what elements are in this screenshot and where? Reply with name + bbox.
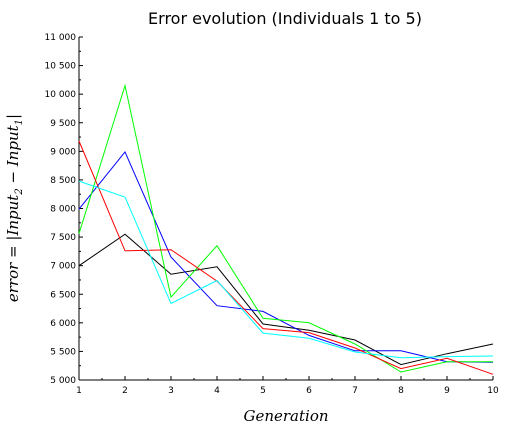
x-tick-label: 7 (352, 386, 358, 396)
x-tick-label: 1 (76, 386, 82, 396)
x-axis-ticks: 1 2 3 4 5 6 7 8 9 10 (76, 376, 499, 396)
x-tick-label: 5 (260, 386, 266, 396)
y-axis-label-middle: − Input (4, 124, 22, 188)
x-tick-label: 9 (444, 386, 450, 396)
x-tick-label: 4 (214, 386, 220, 396)
y-tick-label: 8 000 (50, 205, 76, 215)
x-tick-label: 3 (168, 386, 174, 396)
y-axis-label-sub1: 2 (14, 188, 25, 195)
y-tick-label: 7 500 (50, 233, 76, 243)
y-axis-label-sub2: 1 (14, 119, 25, 125)
y-axis-label-prefix: error = |Input (4, 194, 22, 302)
y-tick-label: 6 500 (50, 290, 76, 300)
series-group (78, 83, 494, 375)
series-line-3 (78, 83, 493, 373)
y-axis-ticks: 5 000 5 500 6 000 6 500 7 000 7 500 8 000 8 500… (45, 33, 83, 386)
chart-title: Error evolution (Individuals 1 to 5) (148, 9, 422, 28)
x-tick-label: 2 (122, 386, 128, 396)
y-tick-label: 5 500 (50, 347, 76, 357)
series-line-5 (78, 180, 494, 359)
y-axis-label-suffix: | (4, 114, 22, 119)
series-line-4 (78, 140, 494, 375)
y-tick-label: 9 000 (50, 147, 76, 157)
y-tick-label: 10 500 (45, 62, 77, 72)
series-line-1 (78, 233, 494, 366)
x-tick-label: 10 (487, 386, 499, 396)
y-tick-label: 9 500 (50, 119, 76, 129)
y-tick-label: 7 000 (50, 262, 76, 272)
y-tick-label: 5 000 (50, 376, 76, 386)
x-tick-label: 6 (306, 386, 312, 396)
y-axis-label: error = |Input2 − Input1| (4, 114, 25, 302)
series-line-2 (78, 150, 494, 363)
y-tick-label: 11 000 (45, 33, 77, 43)
y-tick-label: 6 000 (50, 319, 76, 329)
x-tick-label: 8 (398, 386, 404, 396)
x-axis-label: Generation (243, 407, 328, 425)
y-tick-label: 10 000 (45, 90, 77, 100)
y-tick-label: 8 500 (50, 176, 76, 186)
